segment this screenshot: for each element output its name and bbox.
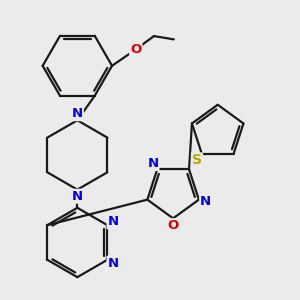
Text: N: N <box>72 190 83 203</box>
Text: S: S <box>192 153 202 167</box>
Text: N: N <box>107 215 119 228</box>
Text: N: N <box>200 195 211 208</box>
Text: N: N <box>107 256 119 270</box>
Text: O: O <box>167 219 179 232</box>
Text: N: N <box>72 107 83 120</box>
Text: O: O <box>130 43 141 56</box>
Text: N: N <box>147 157 158 170</box>
